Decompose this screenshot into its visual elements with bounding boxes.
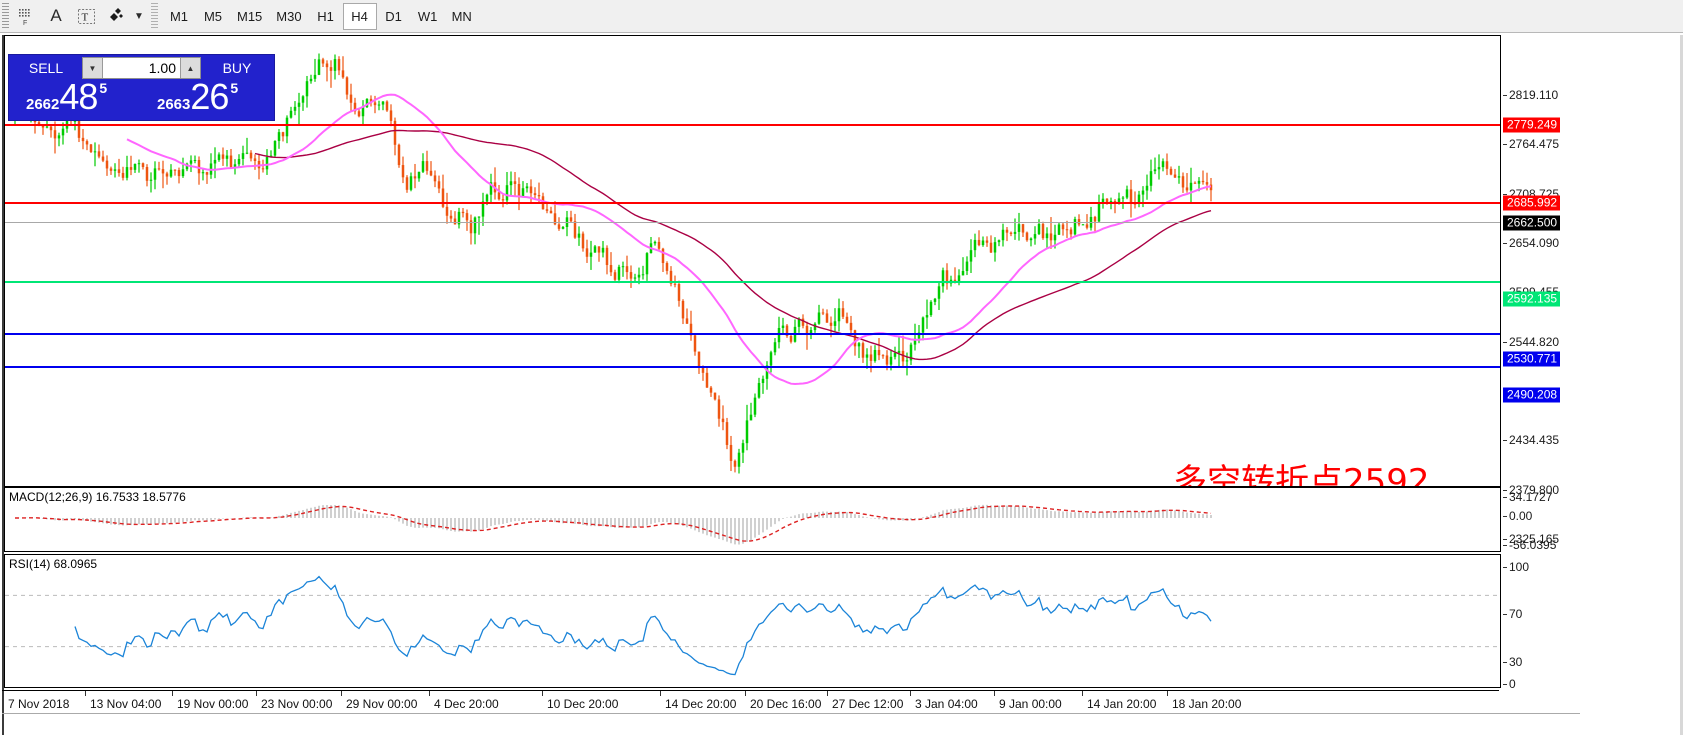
trade-panel-prices: 2662 48 5 2663 26 5 — [9, 79, 274, 120]
chart-toolbar: F A T ▼ M1 M5 M15 M30 H1 H4 D1 W1 MN — [0, 0, 1683, 33]
price-axis[interactable]: 2819.1102764.4752708.7252654.0902599.455… — [1503, 35, 1583, 546]
macd-caption: MACD(12;26,9) 16.7533 18.5776 — [9, 490, 186, 504]
support-2531[interactable] — [5, 333, 1500, 335]
rsi-axis: 100 70 30 0 — [1503, 554, 1583, 691]
timeframe-w1[interactable]: W1 — [417, 8, 438, 24]
pivot-2592[interactable] — [5, 281, 1500, 283]
crosshair-f-icon[interactable]: F — [11, 2, 41, 30]
timeframe-m30[interactable]: M30 — [276, 8, 302, 24]
time-axis[interactable]: 7 Nov 2018 13 Nov 04:00 19 Nov 00:00 23 Nov… — [2, 690, 1499, 714]
price-tick: 2325.165 — [1503, 532, 1559, 546]
macd-tick: -56.0395 — [1503, 538, 1556, 552]
macd-histogram — [18, 504, 1212, 545]
rsi-tick: 100 — [1503, 560, 1529, 574]
moving-average-line — [254, 129, 1212, 361]
time-tick: 10 Dec 20:00 — [541, 691, 618, 711]
price-tick: 2654.090 — [1503, 236, 1559, 250]
time-tick: 9 Jan 00:00 — [994, 691, 1062, 711]
sell-price-prefix: 2662 — [26, 96, 60, 113]
price-level-tag[interactable]: 2779.249 — [1503, 117, 1561, 133]
macd-tick: 34.1727 — [1503, 490, 1552, 504]
buy-price-cell[interactable]: 2663 26 5 — [143, 79, 271, 117]
time-tick: 19 Nov 00:00 — [171, 691, 248, 711]
rsi-tick: 30 — [1503, 655, 1522, 669]
price-tick: 2764.475 — [1503, 137, 1559, 151]
rsi-line — [74, 575, 1212, 676]
chevron-down-icon[interactable]: ▼ — [134, 10, 144, 22]
buy-price-pips: 26 — [190, 76, 229, 117]
rsi-indicator-pane[interactable]: RSI(14) 68.0965 — [4, 554, 1501, 688]
sell-button[interactable]: SELL — [28, 60, 64, 76]
rsi-caption: RSI(14) 68.0965 — [9, 557, 98, 571]
toolbar-separator — [151, 3, 158, 29]
timeframe-mn[interactable]: MN — [451, 8, 472, 24]
trade-panel-header: SELL ▼ 1.00 ▲ BUY — [9, 55, 274, 79]
timeframe-m15[interactable]: M15 — [237, 8, 263, 24]
volume-decrease-icon[interactable]: ▼ — [83, 58, 103, 78]
current-price-2662[interactable] — [5, 222, 1500, 223]
sell-price-pips: 48 — [59, 76, 98, 117]
macd-signal-line — [15, 505, 1212, 542]
volume-increase-icon[interactable]: ▲ — [180, 58, 200, 78]
volume-stepper[interactable]: ▼ 1.00 ▲ — [82, 57, 201, 79]
price-tick: 2379.800 — [1503, 483, 1559, 497]
time-tick: 27 Dec 12:00 — [826, 691, 903, 711]
price-level-tag[interactable]: 2592.135 — [1503, 291, 1561, 307]
text-a-icon[interactable]: A — [50, 6, 62, 25]
rsi-tick: 70 — [1503, 607, 1522, 621]
time-tick: 14 Dec 20:00 — [659, 691, 736, 711]
time-tick: 4 Dec 20:00 — [429, 691, 499, 711]
timeframe-m5[interactable]: M5 — [203, 8, 223, 24]
chart-annotation-text: 多空转折点2592 — [1173, 462, 1430, 487]
time-tick: 7 Nov 2018 — [8, 697, 70, 711]
svg-text:T: T — [81, 11, 88, 23]
time-tick: 20 Dec 16:00 — [744, 691, 821, 711]
time-tick: 23 Nov 00:00 — [255, 691, 332, 711]
support-2490[interactable] — [5, 366, 1500, 368]
resistance-2686[interactable] — [5, 202, 1500, 204]
chart-frame: 多空转折点2592 MACD(12;26,9) 16.7533 18.5776 … — [2, 35, 1681, 735]
rsi-tick: 0 — [1503, 677, 1516, 691]
buy-button[interactable]: BUY — [222, 60, 252, 76]
svg-text:F: F — [23, 20, 27, 26]
timeframe-m1[interactable]: M1 — [169, 8, 189, 24]
timeframe-h4[interactable]: H4 — [342, 2, 377, 30]
sell-price-point: 5 — [99, 80, 108, 96]
text-label-icon[interactable]: T — [71, 2, 101, 30]
time-tick: 29 Nov 00:00 — [340, 691, 417, 711]
price-tick: 2434.435 — [1503, 433, 1559, 447]
rsi-canvas — [5, 575, 1500, 676]
buy-price-prefix: 2663 — [157, 96, 191, 113]
vertical-scrollbar[interactable] — [1680, 35, 1683, 735]
moving-average-line — [126, 93, 1212, 386]
time-tick: 18 Jan 20:00 — [1166, 691, 1241, 711]
sell-price-cell[interactable]: 2662 48 5 — [12, 79, 140, 117]
objects-icon[interactable] — [101, 2, 131, 30]
price-level-tag[interactable]: 2662.500 — [1503, 215, 1561, 231]
buy-price-point: 5 — [230, 80, 239, 96]
macd-axis: 34.1727 0.00 -56.0395 — [1503, 487, 1583, 552]
price-tick: 2544.820 — [1503, 335, 1559, 349]
toolbar-drag-handle[interactable] — [2, 3, 9, 29]
volume-input[interactable]: 1.00 — [148, 60, 176, 76]
timeframe-d1[interactable]: D1 — [385, 8, 402, 24]
macd-tick: 0.00 — [1503, 509, 1532, 523]
price-tick: 2819.110 — [1503, 88, 1558, 102]
one-click-trading-panel[interactable]: SELL ▼ 1.00 ▲ BUY 2662 48 5 2663 26 5 — [8, 54, 275, 121]
time-tick: 3 Jan 04:00 — [910, 691, 978, 711]
timeframe-h1[interactable]: H1 — [317, 8, 334, 24]
time-tick: 14 Jan 20:00 — [1081, 691, 1156, 711]
time-tick: 13 Nov 04:00 — [84, 691, 161, 711]
resistance-2779[interactable] — [5, 124, 1500, 126]
price-level-tag[interactable]: 2490.208 — [1503, 387, 1561, 403]
macd-canvas — [15, 504, 1212, 545]
price-level-tag[interactable]: 2685.992 — [1503, 195, 1561, 211]
price-level-tag[interactable]: 2530.771 — [1503, 351, 1561, 367]
time-axis-baseline — [2, 713, 1580, 714]
macd-indicator-pane[interactable]: MACD(12;26,9) 16.7533 18.5776 — [4, 487, 1501, 552]
